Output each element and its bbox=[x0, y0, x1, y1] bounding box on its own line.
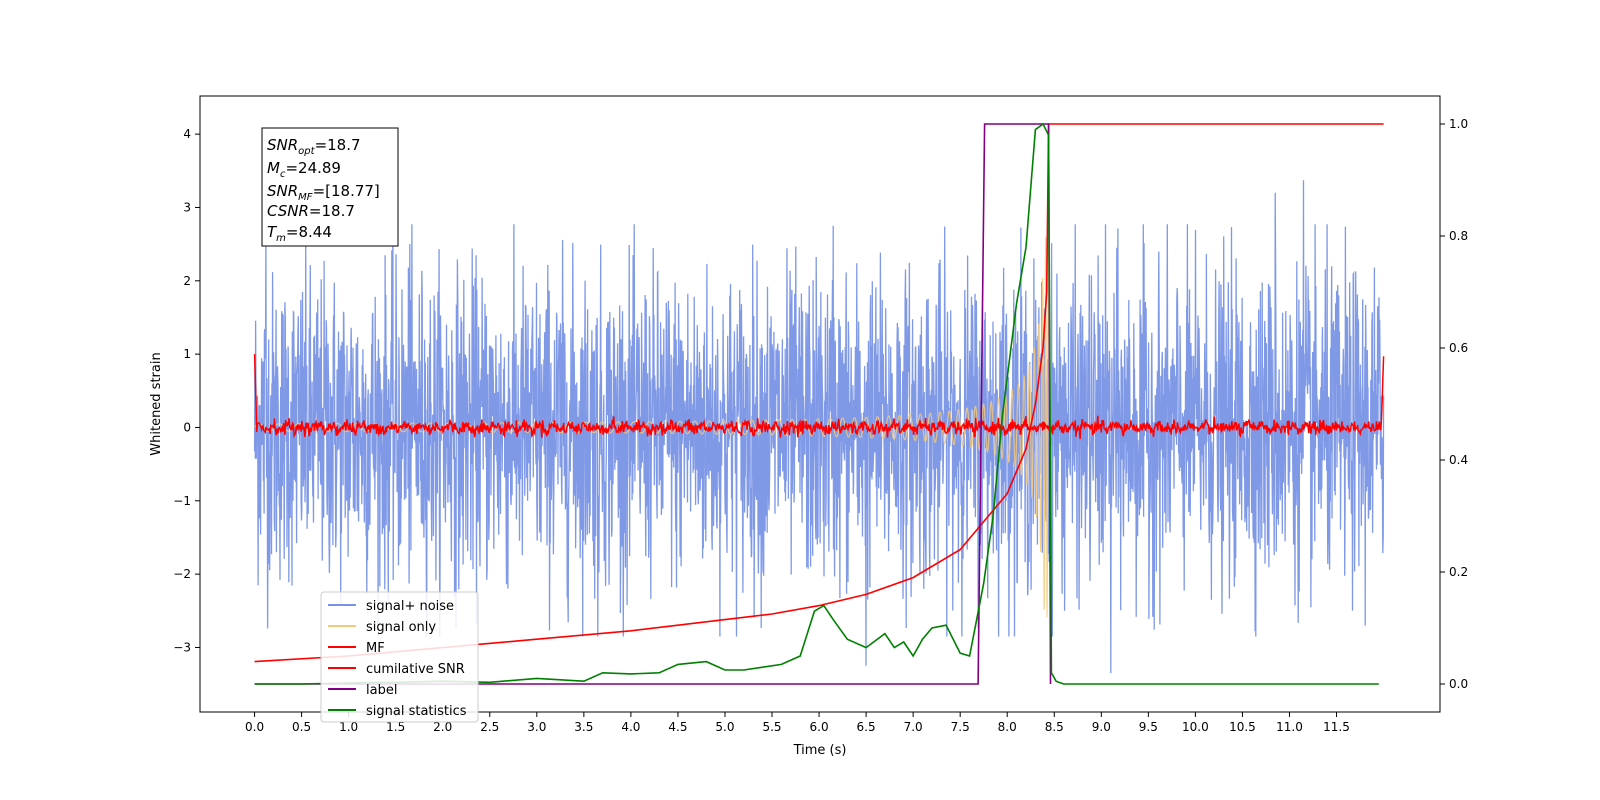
info-mc: Mc=24.89 bbox=[267, 159, 341, 180]
x-tick-label: 11.5 bbox=[1323, 720, 1350, 734]
series-layer bbox=[253, 122, 1385, 685]
legend-entry-label: MF bbox=[366, 641, 385, 656]
y-left-tick-label: 0 bbox=[183, 420, 191, 434]
info-csnr: CSNR=18.7 bbox=[267, 202, 355, 220]
y-right-tick-label: 0.6 bbox=[1449, 341, 1468, 355]
y-right-axis: 0.0 0.2 0.4 0.6 0.8 1.0 bbox=[1440, 117, 1468, 691]
y-axis-label: Whitened strain bbox=[149, 352, 164, 455]
legend-frame bbox=[320, 591, 479, 723]
y-left-axis: −3 −2 −1 0 1 2 3 4 bbox=[173, 127, 200, 654]
x-tick-label: 6.0 bbox=[810, 720, 829, 734]
x-tick-label: 1.5 bbox=[386, 720, 405, 734]
legend-entry-label: cumilative SNR bbox=[366, 662, 465, 677]
x-tick-label: 9.5 bbox=[1139, 720, 1158, 734]
y-right-tick-label: 0.4 bbox=[1449, 453, 1468, 467]
x-tick-label: 8.5 bbox=[1045, 720, 1064, 734]
info-snr-mf: SNRMF=[18.77] bbox=[267, 182, 380, 203]
series-mf-line bbox=[253, 354, 1385, 439]
y-right-tick-label: 0.8 bbox=[1449, 229, 1468, 243]
x-tick-label: 10.5 bbox=[1229, 720, 1256, 734]
x-tick-label: 1.0 bbox=[339, 720, 358, 734]
plot-frame bbox=[199, 95, 1441, 713]
x-tick-label: 10.0 bbox=[1182, 720, 1209, 734]
y-right-tick-label: 0.2 bbox=[1449, 565, 1468, 579]
x-tick-label: 7.5 bbox=[951, 720, 970, 734]
x-tick-label: 11.0 bbox=[1276, 720, 1303, 734]
y-right-tick-label: 1.0 bbox=[1449, 117, 1468, 131]
x-axis: 0.0 0.5 1.0 1.5 2.0 2.5 3.0 3.5 4.0 4.5 5.0 5.5 6.0 6… bbox=[245, 712, 1350, 734]
x-tick-label: 3.0 bbox=[527, 720, 546, 734]
y-left-tick-label: −3 bbox=[173, 640, 191, 654]
x-tick-label: 0.5 bbox=[292, 720, 311, 734]
x-tick-label: 5.0 bbox=[715, 720, 734, 734]
x-axis-label: Time (s) bbox=[793, 743, 847, 758]
legend: signal+ noise signal only MF cumilative SNR… bbox=[320, 591, 479, 723]
info-box: SNRopt=18.7 Mc=24.89 SNRMF=[18.77] CSNR=… bbox=[261, 127, 399, 247]
x-tick-label: 4.0 bbox=[621, 720, 640, 734]
x-tick-label: 6.5 bbox=[857, 720, 876, 734]
legend-entry-label: signal statistics bbox=[366, 704, 467, 719]
y-left-tick-label: −1 bbox=[173, 494, 191, 508]
x-tick-label: 3.5 bbox=[574, 720, 593, 734]
y-left-tick-label: −2 bbox=[173, 567, 191, 581]
legend-entry-label: label bbox=[366, 683, 397, 698]
y-left-tick-label: 1 bbox=[183, 347, 191, 361]
x-tick-label: 4.5 bbox=[668, 720, 687, 734]
info-snr-opt: SNRopt=18.7 bbox=[267, 136, 361, 157]
y-right-tick-label: 0.0 bbox=[1449, 677, 1468, 691]
x-tick-label: 7.0 bbox=[904, 720, 923, 734]
info-box-frame bbox=[261, 127, 399, 247]
y-left-tick-label: 3 bbox=[183, 200, 191, 214]
info-tm: Tm=8.44 bbox=[267, 223, 332, 244]
legend-entry-label: signal+ noise bbox=[366, 599, 454, 614]
legend-entry-label: signal only bbox=[366, 620, 436, 635]
series-cumulative-snr-line bbox=[254, 123, 1384, 663]
x-tick-label: 2.0 bbox=[433, 720, 452, 734]
x-tick-label: 5.5 bbox=[762, 720, 781, 734]
x-tick-label: 0.0 bbox=[245, 720, 264, 734]
series-signal-noise-line bbox=[253, 180, 1385, 674]
y-left-tick-label: 4 bbox=[183, 127, 191, 141]
y-left-tick-label: 2 bbox=[183, 274, 191, 288]
series-signal-statistics-line bbox=[254, 122, 1379, 685]
x-tick-label: 8.0 bbox=[998, 720, 1017, 734]
x-tick-label: 9.0 bbox=[1092, 720, 1111, 734]
x-tick-label: 2.5 bbox=[480, 720, 499, 734]
